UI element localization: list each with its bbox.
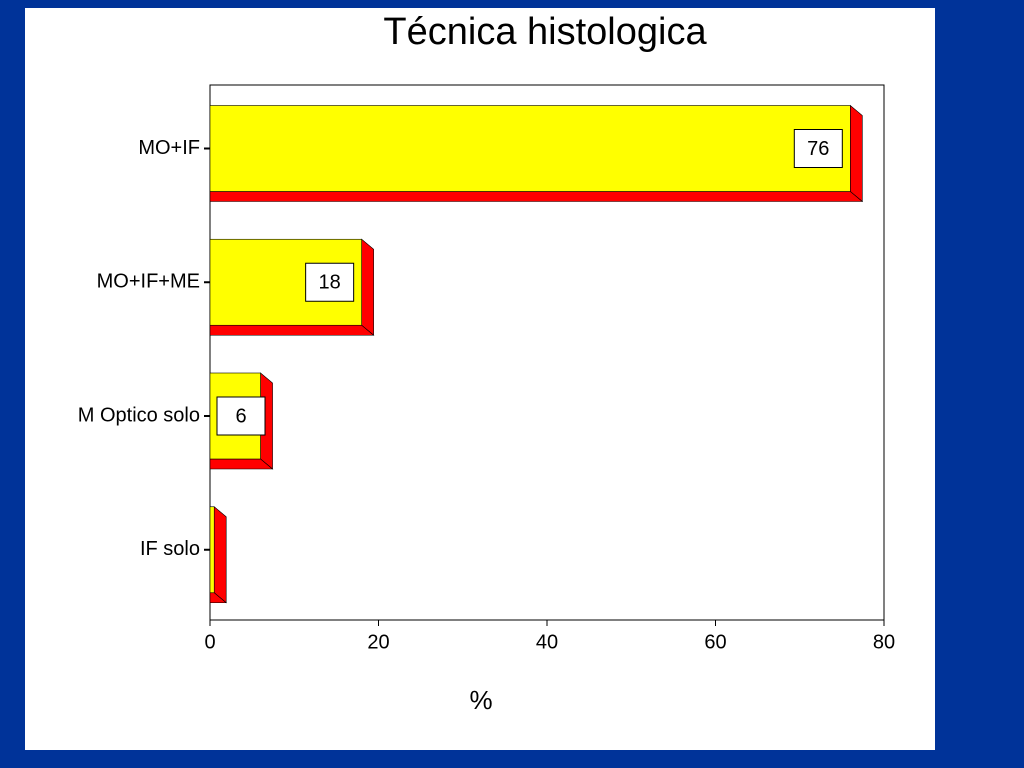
- value-label: 18: [319, 272, 341, 294]
- bar-bottom: [209, 191, 864, 202]
- x-tick-label: 80: [873, 631, 895, 653]
- bar: [209, 105, 851, 192]
- y-tick-label: IF solo: [140, 538, 200, 560]
- bar-side: [213, 506, 227, 604]
- x-axis-label: %: [469, 685, 492, 715]
- bar-side: [849, 104, 863, 203]
- value-label-box: [793, 129, 843, 168]
- value-label: 76: [807, 138, 829, 160]
- value-label-box: [305, 262, 355, 302]
- x-tick-label: 60: [704, 631, 726, 653]
- x-tick-label: 0: [204, 631, 215, 653]
- y-tick-label: MO+IF: [138, 137, 200, 159]
- bar-side: [361, 238, 374, 336]
- x-tick-label: 20: [367, 631, 389, 653]
- y-tick-label: M Optico solo: [78, 404, 200, 426]
- value-label-box: [216, 396, 266, 436]
- value-label: 6: [235, 405, 246, 427]
- bar: [209, 506, 215, 594]
- y-tick-label: MO+IF+ME: [97, 271, 200, 293]
- chart-title: Técnica histologica: [383, 11, 707, 53]
- bar-bottom: [209, 324, 375, 336]
- x-tick-label: 40: [536, 631, 558, 653]
